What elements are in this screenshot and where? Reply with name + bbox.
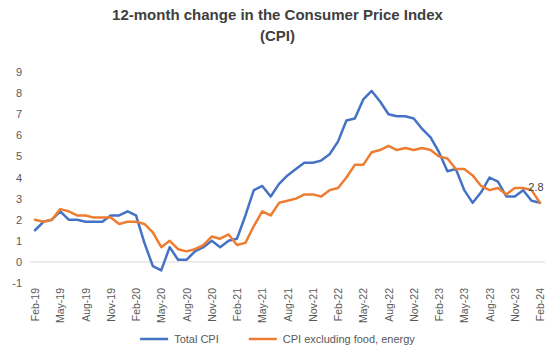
- legend-swatch: [140, 338, 168, 341]
- title: 12-month change in the Consumer Price In…: [112, 6, 444, 44]
- legend-label: CPI excluding food, energy: [283, 333, 416, 345]
- x-tick-label: May-21: [256, 288, 268, 323]
- series-line: [35, 91, 540, 270]
- legend-item: Total CPI: [140, 333, 219, 345]
- chart: 12-month change in the Consumer Price In…: [0, 0, 555, 351]
- legend: Total CPI CPI excluding food, energy: [140, 333, 415, 345]
- x-tick-label: Nov-19: [105, 288, 117, 322]
- x-tick-label: Nov-21: [307, 288, 319, 322]
- y-tick-label: 2: [16, 214, 22, 226]
- y-axis: -1 0 1 2 3 4 5 6 7 8 9: [12, 66, 545, 289]
- y-tick-label: -1: [12, 277, 22, 289]
- lines: [35, 91, 540, 270]
- x-tick-label: Feb-19: [29, 288, 41, 321]
- y-tick-label: 7: [16, 108, 22, 120]
- x-axis-line: [30, 261, 545, 262]
- x-tick-label: Feb-20: [130, 288, 142, 321]
- x-tick-label: May-22: [357, 288, 369, 323]
- x-tick-label: Nov-23: [509, 288, 521, 322]
- x-tick-label: Aug-21: [282, 288, 294, 322]
- legend-label: Total CPI: [174, 333, 219, 345]
- y-tick-label: 4: [16, 172, 22, 184]
- x-tick-label: Feb-24: [534, 288, 546, 321]
- x-tick-label: May-19: [54, 288, 66, 323]
- x-tick-label: Aug-19: [80, 288, 92, 322]
- x-tick-label: May-20: [155, 288, 167, 323]
- x-tick-label: Aug-23: [484, 288, 496, 322]
- y-tick-label: 1: [16, 235, 22, 247]
- x-axis: Feb-19 May-19 Aug-19 Nov-19 Feb-20 May-20 Aug-…: [29, 288, 546, 323]
- x-tick-label: Aug-22: [383, 288, 395, 322]
- x-tick-label: Nov-22: [408, 288, 420, 322]
- x-tick-label: May-23: [458, 288, 470, 323]
- x-tick-label: Feb-23: [433, 288, 445, 321]
- y-tick-label: 5: [16, 150, 22, 162]
- x-tick-label: Feb-22: [332, 288, 344, 321]
- y-tick-label: 8: [16, 87, 22, 99]
- legend-item: CPI excluding food, energy: [249, 333, 416, 345]
- y-tick-label: 9: [16, 66, 22, 78]
- x-tick-label: Nov-20: [206, 288, 218, 322]
- x-tick-label: Aug-20: [181, 288, 193, 322]
- y-tick-label: 6: [16, 129, 22, 141]
- annotation: 2.8: [528, 181, 543, 193]
- y-tick-label: 0: [16, 256, 22, 268]
- y-tick-label: 3: [16, 193, 22, 205]
- legend-swatch: [249, 338, 277, 341]
- background: [0, 0, 555, 351]
- x-tick-label: Feb-21: [231, 288, 243, 321]
- series-line: [35, 146, 540, 252]
